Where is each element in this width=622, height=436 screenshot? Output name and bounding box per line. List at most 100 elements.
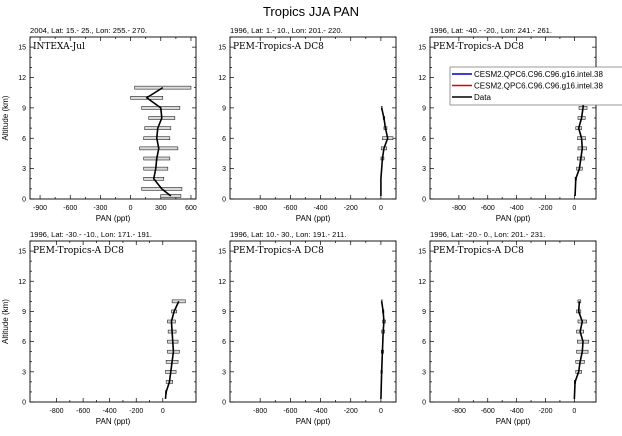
y-tick-label: 12 — [218, 279, 226, 286]
x-tick-label: -300 — [93, 205, 107, 212]
x-tick-label: 0 — [379, 408, 383, 415]
legend-box — [449, 66, 622, 106]
panel-1: 2004, Lat: 15.- 25., Lon: 255.- 270. 0 3 6 9… — [1, 26, 197, 223]
x-tick-label: -600 — [481, 205, 495, 212]
panel-6: 1996, Lat: -20.- 0., Lon: 201.- 231. 0 3 6 9… — [418, 230, 597, 426]
y-tick-label: 0 — [222, 400, 226, 407]
x-tick-label: -200 — [129, 408, 143, 415]
x-tick-label: -600 — [283, 408, 297, 415]
y-tick-label: 0 — [22, 197, 26, 204]
panel-title: 1996, Lat: -40.- -20., Lon: 241.- 261. — [430, 26, 552, 35]
plot-frame — [229, 240, 397, 403]
legend-label: CESM2.QPC6.C96.C96.g16.intel.38 — [474, 82, 604, 91]
x-tick-label: -800 — [253, 205, 267, 212]
y-tick-label: 6 — [22, 136, 26, 143]
y-tick-label: 6 — [222, 136, 226, 143]
x-axis-label: PAN (ppt) — [496, 214, 531, 223]
x-axis-label: PAN (ppt) — [96, 214, 131, 223]
plot-frame — [429, 36, 597, 200]
y-tick-label: 12 — [18, 75, 26, 82]
y-tick-label: 9 — [22, 105, 26, 112]
y-tick-label: 0 — [222, 197, 226, 204]
y-tick-label: 3 — [422, 166, 426, 173]
x-tick-label: 0 — [572, 205, 576, 212]
panel-3: 1996, Lat: -40.- -20., Lon: 241.- 261. 0 3… — [418, 26, 597, 223]
y-tick-label: 15 — [18, 249, 26, 256]
y-tick-label: 15 — [418, 45, 426, 52]
error-bar — [134, 85, 192, 90]
error-bar — [160, 194, 182, 198]
data-profile-line — [573, 301, 584, 400]
y-tick-label: 3 — [22, 369, 26, 376]
y-tick-label: 0 — [22, 400, 26, 407]
x-tick-label: -600 — [283, 205, 297, 212]
x-tick-label: 0 — [129, 205, 133, 212]
y-tick-label: 6 — [422, 339, 426, 346]
y-tick-label: 9 — [22, 309, 26, 316]
data-profile-line — [145, 86, 172, 197]
y-axis-label: Altitude (km) — [1, 95, 10, 140]
x-tick-label: -800 — [452, 205, 466, 212]
y-tick-label: 9 — [422, 105, 426, 112]
campaign-label: INTEXA-Jul — [33, 42, 85, 52]
y-tick-label: 12 — [418, 75, 426, 82]
x-tick-label: -400 — [510, 205, 524, 212]
panel-title: 1996, Lat: 10.- 30., Lon: 191.- 211. — [230, 230, 346, 239]
x-tick-label: -800 — [50, 408, 64, 415]
x-tick-label: -600 — [481, 408, 495, 415]
campaign-label: PEM-Tropics-A DC8 — [233, 42, 324, 52]
x-tick-label: -800 — [253, 408, 267, 415]
y-tick-label: 0 — [422, 400, 426, 407]
y-tick-label: 9 — [222, 309, 226, 316]
legend-label: CESM2.QPC6.C96.C96.g16.intel.38 — [474, 70, 604, 79]
y-tick-label: 12 — [418, 279, 426, 286]
x-axis-label: PAN (ppt) — [96, 417, 131, 426]
x-tick-label: 0 — [572, 408, 576, 415]
plot-frame — [429, 240, 597, 403]
y-tick-label: 12 — [218, 75, 226, 82]
x-tick-label: -600 — [76, 408, 90, 415]
x-tick-label: -200 — [344, 205, 358, 212]
x-tick-label: 0 — [379, 205, 383, 212]
campaign-label: PEM-Tropics-A DC8 — [233, 246, 324, 256]
x-tick-label: -400 — [314, 205, 328, 212]
x-tick-label: -600 — [63, 205, 77, 212]
x-tick-label: -800 — [452, 408, 466, 415]
x-tick-label: -900 — [33, 205, 47, 212]
y-tick-label: 9 — [222, 105, 226, 112]
x-axis-label: PAN (ppt) — [496, 417, 531, 426]
data-profile-line — [574, 97, 585, 196]
legend: CESM2.QPC6.C96.C96.g16.intel.38 CESM2.QPC… — [449, 66, 622, 106]
y-tick-label: 3 — [422, 369, 426, 376]
y-tick-label: 15 — [218, 45, 226, 52]
y-tick-label: 12 — [18, 279, 26, 286]
figure-title: Tropics JJA PAN — [263, 4, 359, 19]
panels: 2004, Lat: 15.- 25., Lon: 255.- 270. 0 3 6 9… — [1, 26, 597, 426]
y-tick-label: 6 — [422, 136, 426, 143]
panel-4: 1996, Lat: -30.- -10., Lon: 171.- 191. 0 3… — [1, 230, 197, 426]
panel-title: 1996, Lat: -30.- -10., Lon: 171.- 191. — [30, 230, 152, 239]
panel-title: 1996, Lat: 1.- 10., Lon: 201.- 220. — [230, 26, 343, 35]
y-axis-label: Altitude (km) — [1, 299, 10, 344]
y-tick-label: 3 — [22, 166, 26, 173]
x-tick-label: 0 — [161, 408, 165, 415]
y-tick-label: 15 — [418, 249, 426, 256]
x-tick-label: -200 — [344, 408, 358, 415]
plot-frame — [229, 36, 397, 200]
y-tick-label: 15 — [18, 45, 26, 52]
y-tick-label: 3 — [222, 369, 226, 376]
x-tick-label: -400 — [103, 408, 117, 415]
data-profile-line — [164, 301, 180, 400]
y-tick-label: 6 — [22, 339, 26, 346]
panel-5: 1996, Lat: 10.- 30., Lon: 191.- 211. 0 3 6 9… — [218, 230, 397, 426]
data-profile-line — [380, 301, 385, 400]
panel-2: 1996, Lat: 1.- 10., Lon: 201.- 220. 0 3 6 9 1… — [218, 26, 397, 223]
campaign-label: PEM-Tropics-A DC8 — [433, 42, 524, 52]
y-tick-label: 3 — [222, 166, 226, 173]
x-tick-label: -200 — [538, 205, 552, 212]
x-tick-label: 300 — [155, 205, 167, 212]
panel-title: 1996, Lat: -20.- 0., Lon: 201.- 231. — [430, 230, 545, 239]
x-tick-label: -400 — [314, 408, 328, 415]
x-tick-label: -200 — [538, 408, 552, 415]
